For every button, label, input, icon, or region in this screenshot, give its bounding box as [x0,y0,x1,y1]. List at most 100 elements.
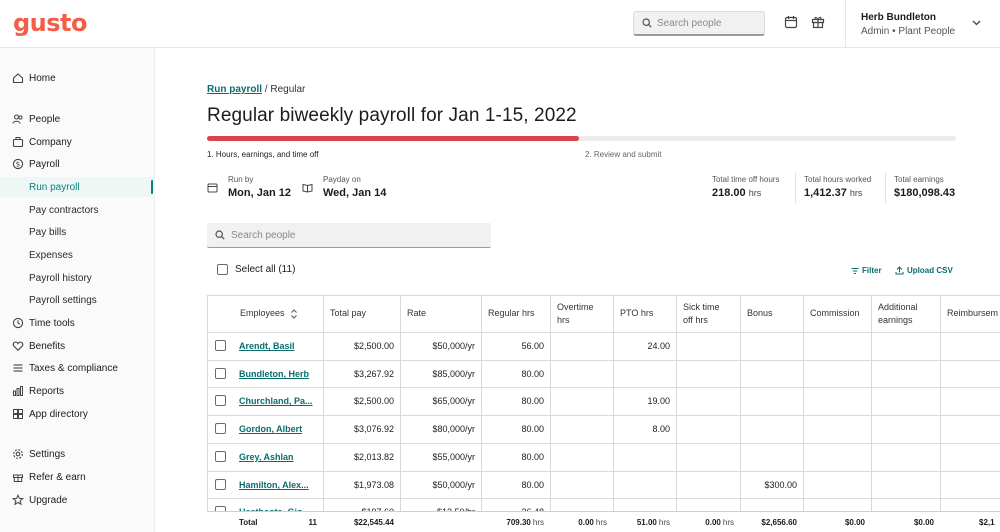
table-row: Arendt, Basil $2,500.00 $50,000/yr 56.00 24.… [207,332,1000,360]
sidebar-item-taxes[interactable]: Taxes & compliance [0,358,155,378]
sidebar-item-time-tools[interactable]: Time tools [0,313,155,333]
sick-hrs-cell [676,360,740,388]
total-pay-cell: $3,076.92 [353,424,394,434]
breadcrumb-run-payroll-link[interactable]: Run payroll [207,84,263,95]
payroll-table: Employees Total pay Rate Regular hrs Ove… [207,295,1000,532]
row-checkbox[interactable] [215,340,226,351]
people-search[interactable] [207,223,491,248]
calendar-icon [207,183,218,193]
chevron-down-icon[interactable] [971,17,982,28]
employee-name-link[interactable]: Gordon, Albert [239,424,303,434]
rate-cell: $85,000/yr [432,369,475,379]
svg-text:$: $ [16,160,20,168]
sidebar-item-upgrade[interactable]: Upgrade [0,490,155,510]
progress-bar-fill [207,136,579,141]
sidebar-item-company[interactable]: Company [0,132,155,152]
column-header-bonus: Bonus [747,308,773,318]
regular-hrs-cell: 80.00 [521,396,544,406]
sidebar-item-benefits[interactable]: Benefits [0,336,155,356]
sidebar-item-pay-bills[interactable]: Pay bills [0,222,155,242]
step-hours-earnings: 1. Hours, earnings, and time off [207,150,319,159]
row-divider [207,443,1000,444]
sidebar-item-payroll[interactable]: $ Payroll [0,154,155,174]
people-icon [12,114,23,124]
row-checkbox[interactable] [215,451,226,462]
sidebar-item-expenses[interactable]: Expenses [0,245,155,265]
select-all[interactable]: Select all (11) [217,264,295,275]
employee-name-link[interactable]: Churchland, Pa... [239,396,313,406]
run-by-value: Mon, Jan 12 [228,187,291,199]
employee-name-link[interactable]: Bundleton, Herb [239,369,309,379]
totals-reimbursements: $2,1 [979,518,995,527]
sidebar-item-app-directory[interactable]: App directory [0,404,155,424]
employee-name-link[interactable]: Hamilton, Alex... [239,480,309,490]
top-bar: gusto Herb Bundleton Admin • Plant Peopl… [0,0,1000,48]
select-all-checkbox[interactable] [217,264,228,275]
sidebar-item-people[interactable]: People [0,109,155,129]
upload-csv-button[interactable]: Upload CSV [895,266,953,275]
step-review-submit: 2. Review and submit [585,150,662,159]
home-icon [12,73,24,84]
employee-name-cell: Arendt, Basil [239,332,323,360]
reports-icon [13,386,23,396]
rate-cell: $55,000/yr [432,452,475,462]
sidebar-item-home[interactable]: Home [0,68,155,88]
sidebar-item-payroll-settings[interactable]: Payroll settings [0,290,155,310]
column-divider [676,295,677,532]
taxes-icon [13,364,23,372]
sidebar-item-refer[interactable]: Refer & earn [0,467,155,487]
sidebar-item-run-payroll[interactable]: Run payroll [0,177,155,197]
totals-pto-hrs: 51.00 hrs [636,518,670,527]
sort-icon[interactable] [290,308,298,319]
row-checkbox[interactable] [215,423,226,434]
gift-icon [13,474,23,482]
heart-icon [12,341,24,352]
row-checkbox[interactable] [215,368,226,379]
stat-divider [795,173,796,203]
overtime-hrs-cell [550,360,613,388]
employee-name-link[interactable]: Grey, Ashlan [239,452,294,462]
global-search[interactable] [633,11,765,36]
payroll-icon: $ [12,158,24,170]
star-icon [12,494,24,506]
calendar-icon[interactable] [784,15,798,29]
search-icon [215,230,225,240]
sidebar-item-reports[interactable]: Reports [0,381,155,401]
bonus-cell: $300.00 [764,480,797,490]
sidebar-item-label: Home [29,72,56,84]
total-pay-cell: $2,500.00 [353,341,394,351]
bonus-cell [740,332,803,360]
sidebar-item-label: Reports [29,385,65,397]
gift-icon[interactable] [811,15,825,29]
row-checkbox[interactable] [215,479,226,490]
row-divider [207,498,1000,499]
employee-name-link[interactable]: Arendt, Basil [239,341,295,351]
filter-button[interactable]: Filter [851,266,882,275]
sidebar-item-settings[interactable]: Settings [0,444,155,464]
total-hours-value: 1,412.37 hrs [804,187,863,199]
pto-hrs-cell: 8.00 [652,424,670,434]
row-checkbox[interactable] [215,395,226,406]
book-icon [302,183,313,193]
column-divider [803,295,804,532]
overtime-hrs-cell [550,415,613,443]
sidebar: Home People Company $ Payroll Run payrol… [0,48,155,532]
regular-hrs-cell: 56.00 [521,341,544,351]
employee-name-cell: Churchland, Pa... [239,387,323,415]
sick-hrs-cell [676,443,740,471]
people-search-input[interactable] [231,229,471,241]
global-search-input[interactable] [657,17,757,29]
column-header-regular-hrs: Regular hrs [488,308,535,318]
sidebar-item-label: People [29,113,61,125]
bonus-cell [740,387,803,415]
sidebar-item-payroll-history[interactable]: Payroll history [0,268,155,288]
sidebar-item-pay-contractors[interactable]: Pay contractors [0,200,155,220]
rate-cell: $80,000/yr [432,424,475,434]
column-header-commission: Commission [810,308,860,318]
user-name[interactable]: Herb Bundleton [861,12,936,23]
column-header-employees[interactable]: Employees [233,295,323,332]
gusto-logo[interactable]: gusto [13,9,88,37]
filter-icon [851,267,859,274]
row-divider [207,415,1000,416]
total-pay-cell: $3,267.92 [353,369,394,379]
